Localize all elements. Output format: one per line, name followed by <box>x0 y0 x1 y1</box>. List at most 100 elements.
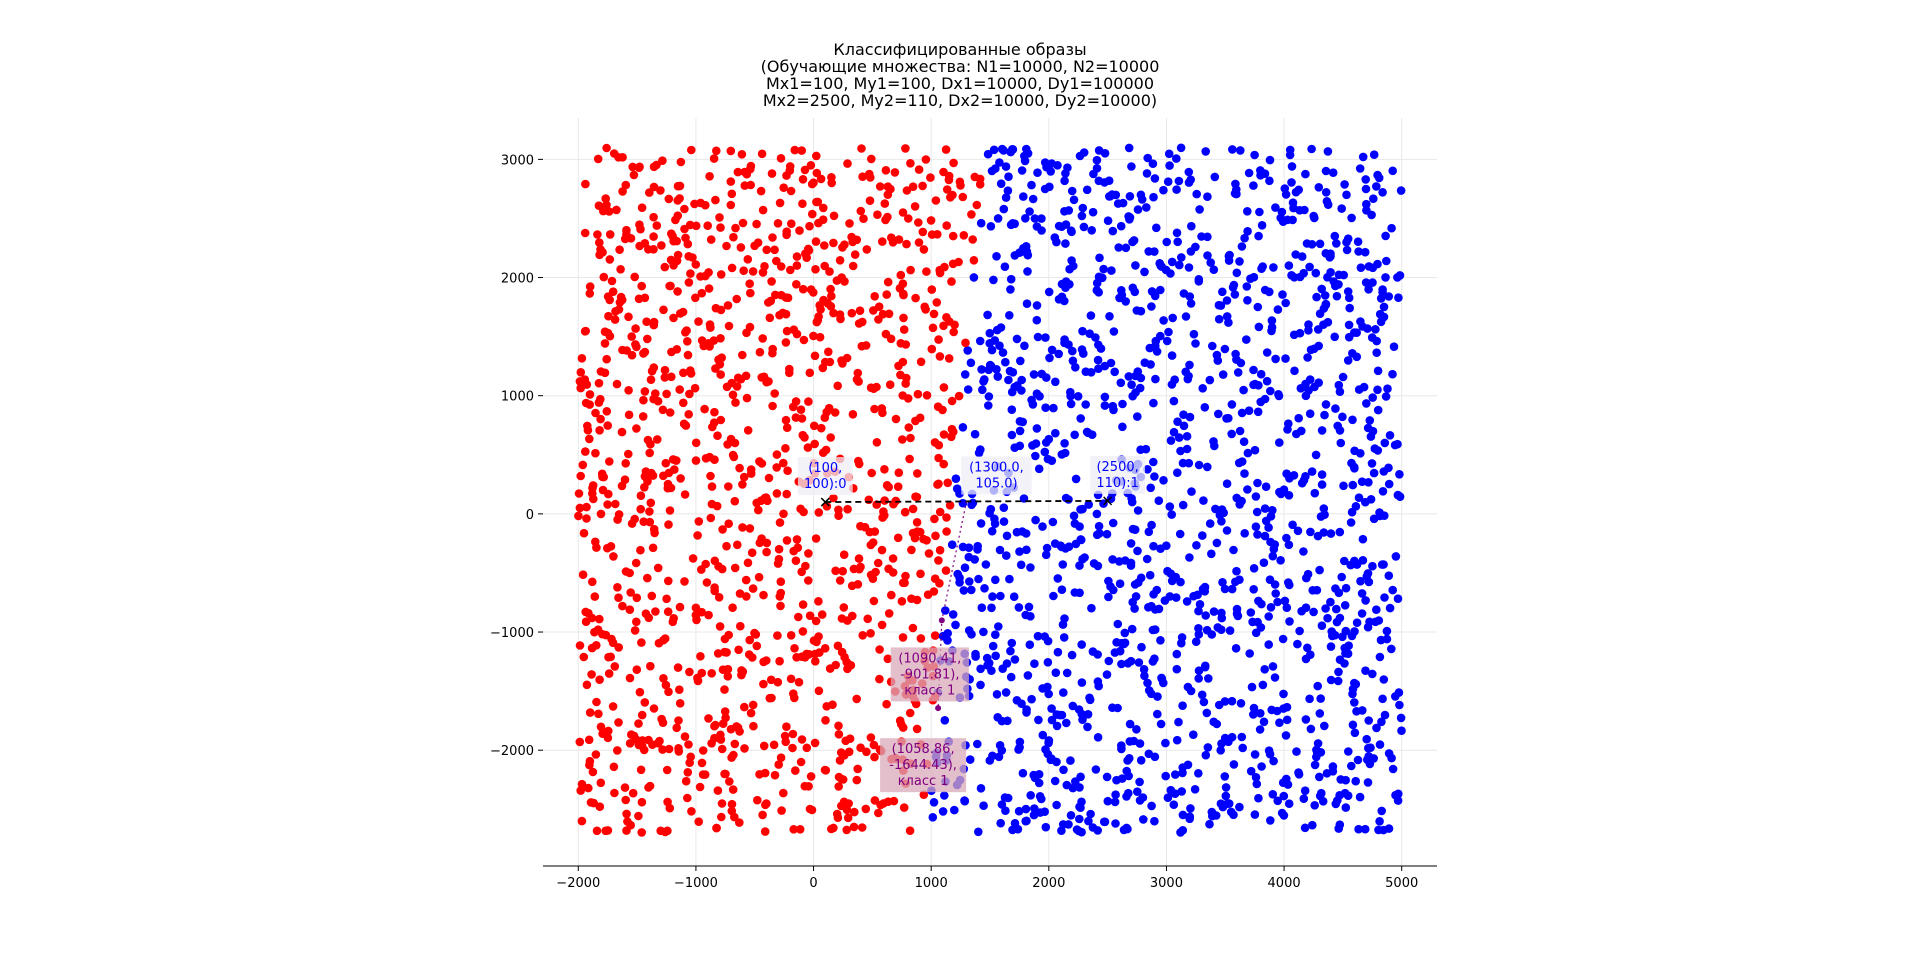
data-point <box>1270 540 1280 549</box>
data-point <box>722 241 731 251</box>
data-point <box>1143 153 1152 163</box>
data-point <box>720 769 729 779</box>
data-point <box>969 255 979 265</box>
data-point <box>845 219 854 228</box>
data-point <box>1032 222 1042 231</box>
data-point <box>1032 389 1042 399</box>
data-point <box>799 335 809 345</box>
data-point <box>1211 504 1220 514</box>
data-point <box>1249 585 1258 594</box>
data-point <box>978 385 987 395</box>
data-point <box>1010 251 1020 260</box>
data-point <box>723 301 733 310</box>
data-point <box>1070 430 1079 440</box>
data-point <box>596 367 606 376</box>
data-point <box>1163 177 1173 186</box>
data-point <box>1155 259 1164 268</box>
data-point <box>1342 245 1352 255</box>
data-point <box>992 251 1001 261</box>
data-point <box>939 459 948 469</box>
data-point <box>1157 674 1167 684</box>
data-point <box>1322 197 1332 206</box>
center-label-text: (2500, <box>1096 460 1138 475</box>
data-point <box>1282 702 1292 712</box>
data-point <box>1164 327 1173 337</box>
data-point <box>1350 446 1359 456</box>
data-point <box>1328 762 1338 771</box>
data-point <box>684 410 693 419</box>
data-point <box>602 407 612 416</box>
data-point <box>1092 509 1102 519</box>
data-point <box>870 752 879 762</box>
data-point <box>1161 771 1170 781</box>
data-point <box>581 398 591 408</box>
data-point <box>1165 161 1174 170</box>
data-point <box>1185 360 1194 370</box>
data-point <box>987 526 997 536</box>
data-point <box>1139 665 1149 674</box>
data-point <box>1233 611 1243 621</box>
data-point <box>1049 591 1058 601</box>
data-point <box>790 145 800 155</box>
data-point <box>1373 385 1382 395</box>
data-point <box>603 543 612 553</box>
data-point <box>648 471 658 480</box>
data-point <box>1307 467 1317 476</box>
data-point <box>643 334 652 344</box>
data-point <box>1111 790 1120 799</box>
data-point <box>914 165 924 174</box>
data-point <box>1294 185 1303 195</box>
data-point <box>1317 621 1327 630</box>
data-point <box>1205 819 1214 829</box>
data-point <box>963 346 972 355</box>
data-point <box>1172 664 1182 674</box>
data-point <box>1133 787 1142 796</box>
data-point <box>614 643 623 652</box>
data-point <box>782 722 791 731</box>
data-point <box>1260 394 1270 404</box>
data-point <box>1251 773 1261 782</box>
data-point <box>582 680 592 690</box>
data-point <box>1005 311 1014 320</box>
data-point <box>1058 560 1068 569</box>
data-point <box>628 162 637 172</box>
data-point <box>1326 268 1335 277</box>
data-point <box>752 641 762 651</box>
data-point <box>842 353 852 363</box>
data-point <box>1022 705 1031 714</box>
data-point <box>969 273 979 282</box>
data-point <box>637 797 647 807</box>
data-point <box>820 241 829 250</box>
data-point <box>883 277 893 287</box>
data-point <box>1340 180 1349 189</box>
data-point <box>792 280 801 289</box>
data-point <box>613 746 622 755</box>
data-point <box>1380 710 1390 720</box>
data-point <box>1250 150 1259 160</box>
data-point <box>842 825 851 835</box>
data-point <box>983 149 993 159</box>
data-point <box>665 281 674 291</box>
data-point <box>1300 823 1310 833</box>
data-point <box>1031 451 1040 461</box>
data-point <box>591 448 600 458</box>
data-point <box>835 310 845 319</box>
data-point <box>1132 306 1142 315</box>
data-point <box>782 423 792 433</box>
data-point <box>852 694 861 704</box>
data-point <box>612 379 622 389</box>
data-point <box>672 723 681 733</box>
data-point <box>1315 791 1325 801</box>
data-point <box>604 311 613 321</box>
data-point <box>855 564 864 574</box>
data-point <box>1305 262 1314 272</box>
data-point <box>1384 292 1394 301</box>
data-point <box>930 514 939 524</box>
data-point <box>1093 561 1103 571</box>
data-point <box>1044 434 1054 444</box>
data-point <box>1357 477 1367 487</box>
data-point <box>1255 725 1265 734</box>
data-point <box>697 565 706 574</box>
data-point <box>678 307 688 317</box>
data-point <box>647 591 657 601</box>
